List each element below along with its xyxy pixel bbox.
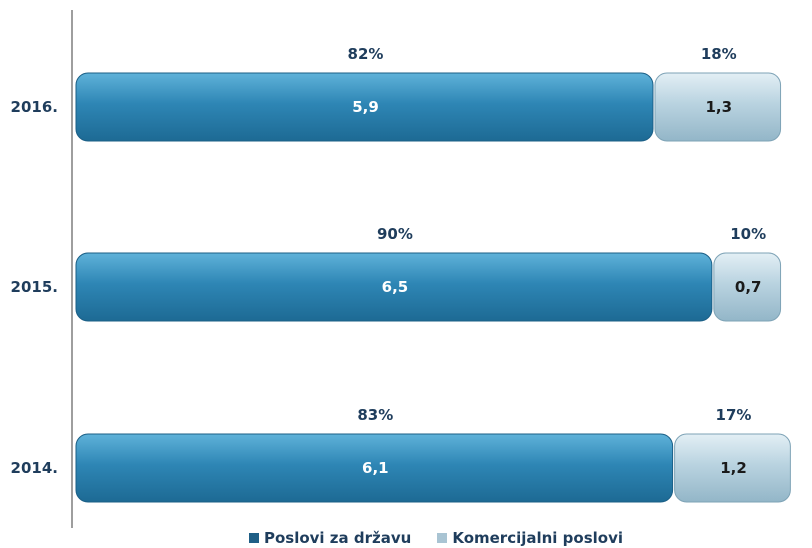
value-label-series-0: 6,5: [382, 278, 409, 296]
percent-label-series-0: 82%: [348, 45, 384, 63]
stacked-bar-chart: 2016. 5,9 82% 1,3 18% 2015. 6,5 90% 0,7 10% 2014. 6…: [11, 10, 791, 528]
value-label-series-1: 0,7: [735, 278, 762, 296]
percent-label-series-1: 17%: [716, 406, 752, 424]
value-label-series-0: 6,1: [362, 459, 389, 477]
percent-label-series-1: 18%: [701, 45, 737, 63]
percent-label-series-1: 10%: [730, 225, 766, 243]
legend-swatch-series-1: [437, 533, 448, 543]
legend-label-series-1: Komercijalni poslovi: [452, 529, 624, 547]
percent-label-series-0: 83%: [357, 406, 393, 424]
bar-segment-series-1: [654, 72, 782, 142]
legend-item-series-1: Komercijalni poslovi: [437, 528, 623, 548]
legend-swatch-series-0: [248, 533, 259, 543]
bar-segment-series-1: [713, 252, 782, 322]
legend-label-series-0: Poslovi za državu: [263, 529, 412, 547]
value-label-series-1: 1,2: [720, 459, 747, 477]
category-label: 2014.: [11, 459, 58, 477]
percent-label-series-0: 90%: [377, 225, 413, 243]
category-label: 2015.: [11, 278, 58, 296]
category-label: 2016.: [11, 98, 58, 116]
bar-segment-series-0: [75, 252, 713, 322]
bar-segment-series-0: [75, 72, 654, 142]
bar-segment-series-0: [75, 433, 674, 503]
legend: Poslovi za državu Komercijalni poslovi: [0, 528, 812, 548]
legend-item-series-0: Poslovi za državu: [248, 528, 412, 548]
bar-segment-series-1: [674, 433, 791, 503]
value-label-series-1: 1,3: [705, 98, 732, 116]
value-label-series-0: 5,9: [352, 98, 379, 116]
